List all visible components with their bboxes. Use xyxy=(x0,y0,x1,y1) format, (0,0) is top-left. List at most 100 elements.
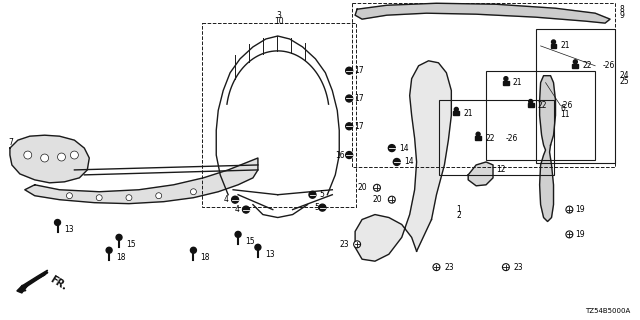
Text: 4: 4 xyxy=(234,205,239,214)
Circle shape xyxy=(354,241,360,248)
Text: 21: 21 xyxy=(561,41,570,51)
Circle shape xyxy=(529,100,532,103)
Circle shape xyxy=(235,231,241,237)
Circle shape xyxy=(502,264,509,271)
Text: 22: 22 xyxy=(582,61,592,70)
Text: 23: 23 xyxy=(514,263,524,272)
Circle shape xyxy=(566,231,573,238)
Text: 19: 19 xyxy=(575,230,585,239)
Polygon shape xyxy=(25,158,258,204)
Circle shape xyxy=(126,195,132,201)
Text: -26: -26 xyxy=(561,101,573,110)
Circle shape xyxy=(54,220,61,226)
Circle shape xyxy=(346,152,353,158)
Text: 14: 14 xyxy=(404,157,413,166)
Text: 22: 22 xyxy=(485,134,495,143)
Text: 15: 15 xyxy=(245,237,255,246)
Text: 3: 3 xyxy=(276,11,282,20)
Polygon shape xyxy=(355,61,451,261)
Text: 17: 17 xyxy=(354,94,364,103)
Text: 19: 19 xyxy=(575,205,585,214)
Circle shape xyxy=(116,234,122,240)
Text: TZ54B5000A: TZ54B5000A xyxy=(585,308,630,314)
Circle shape xyxy=(394,158,400,165)
Text: 14: 14 xyxy=(399,144,408,153)
Bar xyxy=(503,81,509,84)
Text: 4: 4 xyxy=(223,195,228,204)
Text: 20: 20 xyxy=(357,183,367,192)
Polygon shape xyxy=(540,76,556,221)
Text: 23: 23 xyxy=(340,240,349,249)
Text: 2: 2 xyxy=(456,211,461,220)
Circle shape xyxy=(346,67,353,74)
Text: 21: 21 xyxy=(513,78,522,87)
Bar xyxy=(486,71,595,160)
Circle shape xyxy=(243,206,250,213)
Text: 22: 22 xyxy=(538,101,547,110)
Polygon shape xyxy=(10,135,89,183)
Polygon shape xyxy=(468,162,493,186)
Text: 20: 20 xyxy=(372,195,382,204)
Text: 24: 24 xyxy=(620,71,630,80)
Text: 17: 17 xyxy=(354,122,364,131)
Circle shape xyxy=(504,77,508,81)
Circle shape xyxy=(255,244,261,250)
Bar xyxy=(550,44,557,48)
Text: 11: 11 xyxy=(561,110,570,119)
Circle shape xyxy=(232,196,239,203)
Text: 12: 12 xyxy=(496,165,506,174)
Text: 6: 6 xyxy=(561,104,565,113)
Bar xyxy=(536,29,615,163)
Polygon shape xyxy=(355,3,610,23)
Circle shape xyxy=(309,191,316,198)
Text: 21: 21 xyxy=(463,109,473,118)
Text: 1: 1 xyxy=(456,205,461,214)
Circle shape xyxy=(67,193,72,199)
Bar xyxy=(202,23,356,207)
Text: 23: 23 xyxy=(444,263,454,272)
Bar xyxy=(572,64,579,68)
Bar xyxy=(453,111,460,116)
Text: -26: -26 xyxy=(506,134,518,143)
Circle shape xyxy=(388,196,396,203)
Circle shape xyxy=(70,151,78,159)
Circle shape xyxy=(191,189,196,195)
Text: 13: 13 xyxy=(265,250,275,259)
Text: 10: 10 xyxy=(275,17,284,26)
Text: 18: 18 xyxy=(200,253,210,262)
Bar xyxy=(475,136,481,140)
Circle shape xyxy=(566,206,573,213)
Circle shape xyxy=(58,153,65,161)
Bar xyxy=(352,3,615,167)
Circle shape xyxy=(41,154,49,162)
Circle shape xyxy=(106,247,112,253)
Circle shape xyxy=(346,123,353,130)
Circle shape xyxy=(552,40,556,44)
Text: 25: 25 xyxy=(620,77,630,86)
Text: -26: -26 xyxy=(603,61,616,70)
Bar xyxy=(440,100,554,175)
Circle shape xyxy=(24,151,32,159)
Text: FR.: FR. xyxy=(47,274,68,292)
Bar xyxy=(528,103,534,108)
Circle shape xyxy=(388,145,396,152)
Circle shape xyxy=(476,132,480,136)
Circle shape xyxy=(433,264,440,271)
Circle shape xyxy=(573,60,577,64)
Circle shape xyxy=(319,204,326,211)
Text: 5: 5 xyxy=(319,190,324,199)
Circle shape xyxy=(96,195,102,201)
Text: 15: 15 xyxy=(126,240,136,249)
Text: 18: 18 xyxy=(116,253,125,262)
Text: 8: 8 xyxy=(620,5,625,14)
Text: 5: 5 xyxy=(314,203,319,212)
Text: 9: 9 xyxy=(620,11,625,20)
Polygon shape xyxy=(17,270,47,293)
Text: 17: 17 xyxy=(354,66,364,75)
Text: 16: 16 xyxy=(335,150,345,160)
Circle shape xyxy=(374,184,380,191)
Circle shape xyxy=(156,193,162,199)
Circle shape xyxy=(454,108,458,111)
Text: 7: 7 xyxy=(8,138,13,147)
Circle shape xyxy=(346,95,353,102)
